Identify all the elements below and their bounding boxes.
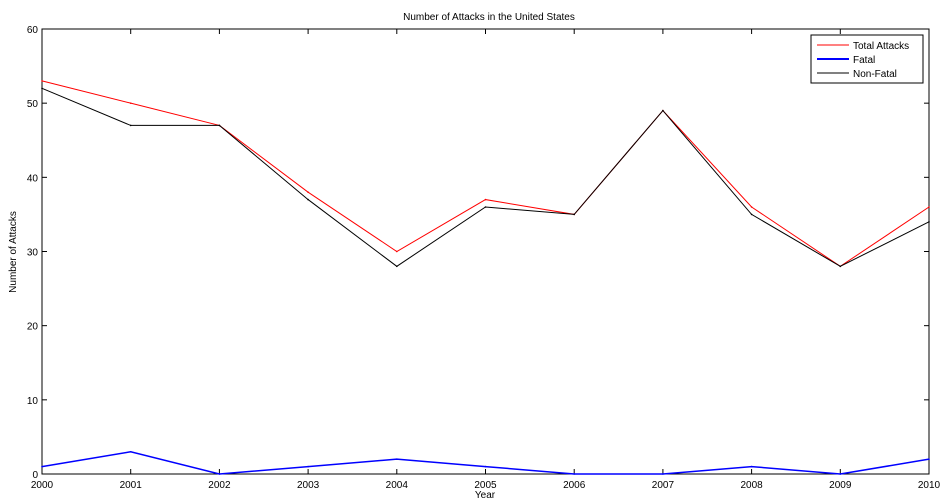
data-point: [41, 80, 43, 82]
x-tick-label: 2001: [120, 480, 143, 491]
series-lines: [41, 80, 930, 475]
data-point: [307, 465, 309, 468]
legend-label: Non-Fatal: [853, 69, 897, 80]
legend-box: [810, 34, 924, 84]
data-point: [129, 124, 132, 127]
data-point: [750, 206, 753, 208]
y-tick-label: 50: [27, 99, 39, 110]
data-point: [573, 473, 575, 475]
data-point: [218, 124, 221, 127]
x-tick-label: 2008: [740, 480, 763, 491]
data-point: [307, 191, 309, 193]
x-tick-label: 2000: [31, 480, 54, 491]
x-tick-label: 2003: [297, 480, 320, 491]
data-point: [839, 473, 842, 475]
data-point: [129, 102, 132, 104]
chart-title: Number of Attacks in the United States: [403, 12, 575, 23]
x-tick-label: 2010: [918, 480, 941, 491]
data-point: [839, 265, 842, 268]
data-point: [218, 473, 221, 475]
data-point: [129, 450, 132, 453]
data-point: [41, 87, 43, 90]
x-axis: 2000 2001 2002 2003 2004 2005 2006 2007 2008 2009…: [31, 29, 941, 491]
data-point: [396, 458, 398, 460]
y-tick-label: 20: [27, 322, 39, 333]
y-tick-label: 0: [32, 470, 38, 481]
data-point: [484, 465, 487, 468]
x-tick-label: 2005: [474, 480, 497, 491]
data-point: [750, 465, 753, 468]
x-tick-label: 2006: [563, 480, 586, 491]
legend-label: Total Attacks: [853, 41, 909, 52]
x-axis-label: Year: [475, 490, 496, 501]
x-tick-label: 2007: [652, 480, 675, 491]
data-point: [662, 109, 664, 112]
x-tick-label: 2009: [829, 480, 852, 491]
legend: Total Attacks Fatal Non-Fatal: [810, 34, 924, 84]
data-point: [573, 213, 575, 216]
x-tick-label: 2002: [208, 480, 231, 491]
data-point: [396, 250, 398, 253]
data-point: [307, 198, 309, 201]
data-point: [484, 206, 487, 208]
data-point: [928, 206, 930, 208]
x-tick-label: 2004: [386, 480, 409, 491]
data-point: [750, 213, 753, 216]
y-axis: 0 10 20 30 40 50 60: [27, 25, 929, 481]
y-tick-label: 30: [27, 248, 39, 259]
data-point: [396, 265, 398, 268]
y-tick-label: 40: [27, 173, 39, 184]
y-tick-label: 60: [27, 25, 39, 36]
data-point: [41, 465, 43, 468]
data-point: [484, 198, 487, 201]
data-point: [662, 473, 664, 475]
data-point: [928, 458, 930, 460]
y-axis-label: Number of Attacks: [8, 211, 19, 293]
y-tick-label: 10: [27, 396, 39, 407]
data-point: [928, 221, 930, 223]
legend-label: Fatal: [853, 55, 875, 66]
